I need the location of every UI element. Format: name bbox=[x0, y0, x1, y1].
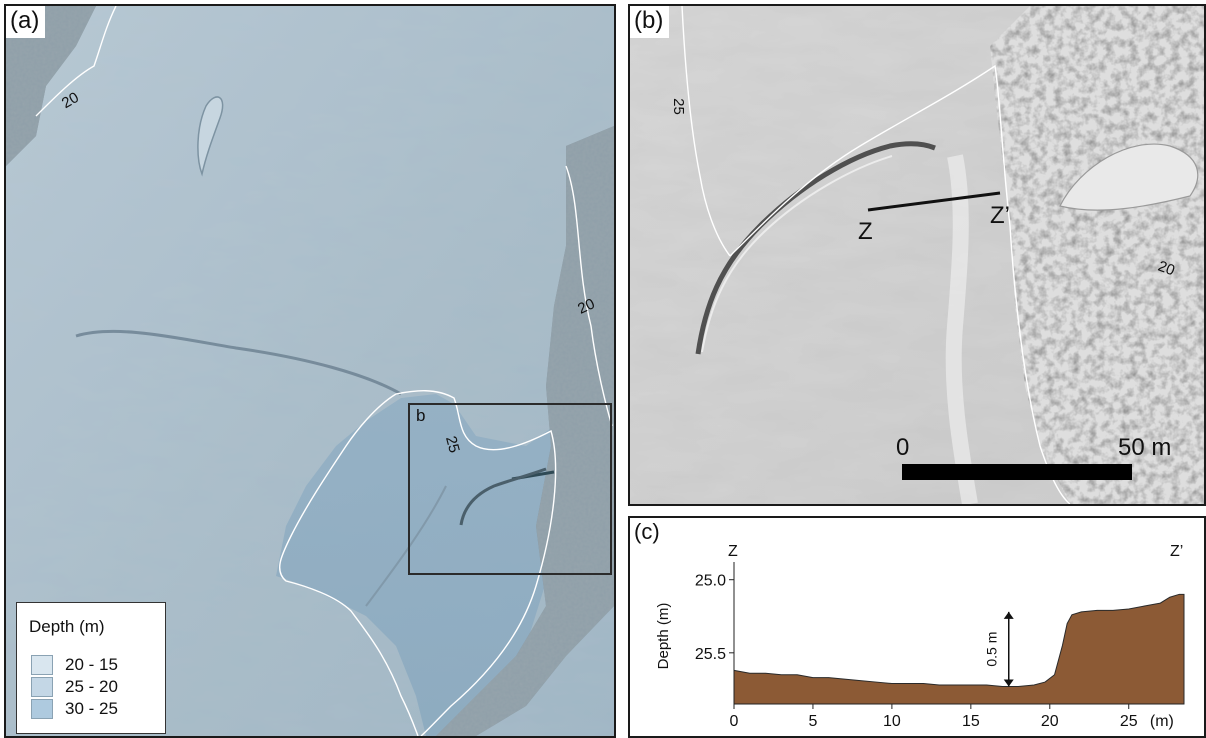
channel-feature bbox=[695, 141, 936, 355]
x-tick-label: 20 bbox=[1041, 713, 1059, 730]
legend-item-25-20: 25 - 20 bbox=[31, 677, 118, 697]
legend-label: 30 - 25 bbox=[65, 699, 118, 718]
legend-label: 20 - 15 bbox=[65, 655, 118, 674]
y-tick-label: 25.5 bbox=[695, 646, 726, 663]
depth-legend: Depth (m) 20 - 15 25 - 20 30 - 25 bbox=[16, 602, 166, 734]
channel-feature-inset bbox=[459, 467, 547, 526]
x-tick-label: 10 bbox=[883, 713, 901, 730]
inset-label-b: b bbox=[416, 406, 426, 425]
channel-highlight bbox=[701, 155, 893, 353]
seafloor-ridge bbox=[197, 96, 224, 177]
legend-item-20-15: 20 - 15 bbox=[31, 655, 118, 675]
legend-swatch-30-25 bbox=[31, 699, 53, 719]
panel-tag-a: (a) bbox=[6, 6, 46, 38]
x-tick-label: 15 bbox=[962, 713, 980, 730]
legend-label: 25 - 20 bbox=[65, 677, 118, 696]
panel-a-bathymetry-map: (a) 20 20 25 b Depth (m) 20 - 15 25 - 20… bbox=[4, 4, 616, 738]
y-tick-label: 25.0 bbox=[695, 573, 726, 590]
x-tick-label: 0 bbox=[730, 713, 739, 730]
hillshade-canvas bbox=[630, 6, 1204, 504]
profile-label-z-prime: Z’ bbox=[990, 202, 1010, 229]
depth-zone-25-30 bbox=[276, 394, 566, 736]
y-axis-label: Depth (m) bbox=[655, 603, 672, 670]
x-tick-label: 25 bbox=[1120, 713, 1138, 730]
panel-b-hillshade-detail: (b) 25 20 Z Z’ 0 50 m bbox=[628, 4, 1206, 506]
profile-chart: 0 5 10 15 20 25 (m) 25.0 25.5 Depth (m) Z Z’ 0.5 m bbox=[655, 543, 1185, 730]
seafloor-scarp bbox=[75, 329, 402, 396]
pale-sand-strip bbox=[945, 154, 978, 504]
contour-line-20 bbox=[729, 64, 1071, 504]
contour-line-20-north bbox=[35, 6, 117, 117]
annotation-label: 0.5 m bbox=[984, 632, 1000, 667]
scale-bar bbox=[902, 464, 1132, 480]
panel-tag-c: (c) bbox=[630, 518, 666, 548]
legend-swatch-20-15 bbox=[31, 655, 53, 675]
panel-tag-b: (b) bbox=[630, 6, 670, 38]
legend-title: Depth (m) bbox=[29, 617, 105, 636]
scale-bar-start-label: 0 bbox=[896, 434, 910, 461]
legend-item-30-25: 30 - 25 bbox=[31, 699, 118, 719]
contour-line-20-east bbox=[565, 165, 613, 427]
legend-swatch-25-20 bbox=[31, 677, 53, 697]
annotation-arrow-head-up bbox=[1003, 611, 1014, 619]
profile-line-z bbox=[867, 191, 1001, 212]
x-axis-unit: (m) bbox=[1150, 713, 1174, 730]
contour-line-25 bbox=[681, 6, 731, 257]
inset-frame-b bbox=[408, 403, 612, 575]
profile-label-z: Z bbox=[728, 543, 738, 560]
profile-label-z: Z bbox=[858, 218, 873, 245]
profile-area bbox=[733, 593, 1185, 705]
scale-bar-end-label: 50 m bbox=[1118, 434, 1172, 461]
x-tick-label: 5 bbox=[808, 713, 817, 730]
annotation-arrow-head-down bbox=[1003, 679, 1014, 687]
contour-label-25: 25 bbox=[669, 98, 687, 115]
profile-label-z-prime: Z’ bbox=[1170, 543, 1183, 560]
panel-c-depth-profile: 0 5 10 15 20 25 (m) 25.0 25.5 Depth (m) Z Z’ 0.5 m (… bbox=[628, 516, 1206, 738]
seafloor-mound bbox=[1059, 143, 1199, 211]
